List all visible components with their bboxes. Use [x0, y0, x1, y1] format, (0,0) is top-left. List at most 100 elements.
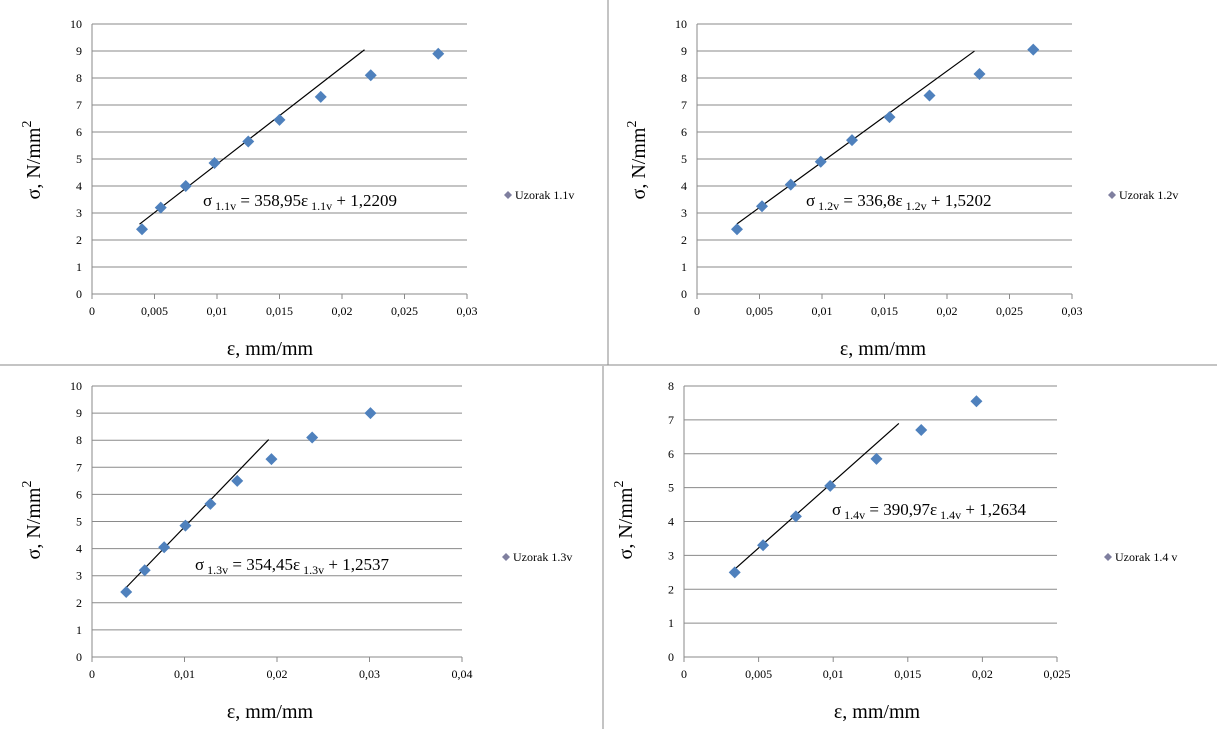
data-point — [1027, 43, 1040, 56]
y-tick-label: 0 — [681, 287, 687, 301]
x-tick-label: 0,005 — [141, 304, 168, 318]
data-point — [179, 519, 192, 532]
data-point — [208, 157, 221, 170]
data-point — [973, 67, 986, 80]
x-tick-label: 0,01 — [823, 667, 844, 681]
x-tick-label: 0,01 — [812, 304, 833, 318]
data-point — [242, 135, 255, 148]
y-tick-label: 4 — [668, 515, 674, 529]
y-tick-label: 6 — [76, 125, 82, 139]
data-point — [204, 497, 217, 510]
x-tick-label: 0,015 — [894, 667, 921, 681]
chart-panel-4: 0 1 2 3 4 5 6 7 8 0 0,005 0,01 0,015 0,02 0,025 σ 1.4v … — [612, 379, 1177, 723]
y-tick-label: 3 — [681, 206, 687, 220]
x-tick-label: 0 — [681, 667, 687, 681]
y-tick-label: 7 — [681, 98, 687, 112]
y-tick-label: 8 — [681, 71, 687, 85]
y-tick-label: 2 — [76, 233, 82, 247]
y-tick-label: 8 — [668, 379, 674, 393]
data-point — [306, 431, 319, 444]
trendline-equation: σ 1.2v = 336,8ε 1.2v + 1,5202 — [806, 191, 992, 213]
y-tick-label: 9 — [681, 44, 687, 58]
y-axis-title: σ, N/mm2 — [625, 121, 650, 200]
y-tick-label: 6 — [681, 125, 687, 139]
y-tick-label: 0 — [76, 287, 82, 301]
x-axis-title: ε, mm/mm — [227, 701, 314, 723]
y-tick-label: 3 — [668, 548, 674, 562]
x-tick-label: 0,01 — [207, 304, 228, 318]
data-point — [923, 89, 936, 102]
x-tick-label: 0,03 — [359, 667, 380, 681]
x-tick-label: 0 — [89, 304, 95, 318]
x-tick-label: 0 — [89, 667, 95, 681]
legend-label: Uzorak 1.2v — [1119, 188, 1178, 202]
trendline — [123, 439, 270, 590]
trendline-equation: σ 1.4v = 390,97ε 1.4v + 1,2634 — [832, 500, 1026, 522]
y-tick-label: 0 — [668, 650, 674, 664]
data-point — [364, 407, 377, 420]
data-point — [120, 585, 133, 598]
trendline-equation: σ 1.3v = 354,45ε 1.3v + 1,2537 — [195, 555, 389, 577]
data-point — [231, 474, 244, 487]
data-point — [824, 479, 837, 492]
data-point — [870, 452, 883, 465]
legend-marker — [502, 553, 510, 561]
y-tick-label: 5 — [76, 152, 82, 166]
x-tick-label: 0,04 — [452, 667, 473, 681]
y-tick-label: 9 — [76, 44, 82, 58]
legend-marker — [1104, 553, 1112, 561]
legend: Uzorak 1.2v — [1108, 188, 1178, 202]
data-point — [179, 180, 192, 192]
data-point — [784, 178, 797, 191]
y-tick-label: 2 — [681, 233, 687, 247]
y-tick-label: 1 — [76, 623, 82, 637]
y-tick-label: 8 — [76, 71, 82, 85]
trendline — [139, 49, 365, 225]
data-point — [314, 90, 327, 103]
x-tick-label: 0,03 — [1062, 304, 1083, 318]
legend: Uzorak 1.1v — [504, 188, 574, 202]
data-point — [158, 541, 171, 554]
y-tick-label: 4 — [76, 179, 82, 193]
data-point — [432, 47, 445, 60]
y-tick-label: 5 — [681, 152, 687, 166]
y-tick-label: 7 — [668, 413, 674, 427]
data-point — [883, 111, 896, 124]
x-tick-label: 0,02 — [972, 667, 993, 681]
y-tick-label: 5 — [76, 515, 82, 529]
x-tick-label: 0,015 — [266, 304, 293, 318]
x-tick-label: 0,005 — [746, 304, 773, 318]
y-tick-label: 7 — [76, 460, 82, 474]
data-point — [970, 395, 983, 408]
y-axis-title: σ, N/mm2 — [20, 121, 45, 200]
y-tick-label: 1 — [668, 616, 674, 630]
chart-panel-2: 0 1 2 3 4 5 6 7 8 9 10 0 0,005 0,01 0,015 0,02 0,025 0,03… — [625, 17, 1178, 360]
data-point — [364, 69, 377, 82]
x-tick-label: 0,02 — [937, 304, 958, 318]
x-tick-label: 0,01 — [174, 667, 195, 681]
data-point — [915, 424, 928, 437]
x-tick-label: 0 — [694, 304, 700, 318]
data-point — [814, 155, 827, 168]
y-tick-label: 4 — [76, 542, 82, 556]
y-tick-label: 3 — [76, 569, 82, 583]
y-tick-label: 1 — [681, 260, 687, 274]
y-tick-label: 7 — [76, 98, 82, 112]
x-tick-label: 0,02 — [267, 667, 288, 681]
data-point — [756, 200, 768, 213]
trendline-equation: σ 1.1v = 358,95ε 1.1v + 1,2209 — [203, 191, 397, 213]
y-tick-label: 2 — [76, 596, 82, 610]
y-tick-label: 8 — [76, 433, 82, 447]
x-tick-label: 0,03 — [457, 304, 478, 318]
trendline — [736, 50, 975, 225]
legend-marker — [1108, 191, 1116, 199]
data-point — [273, 113, 286, 126]
data-point — [731, 223, 743, 236]
legend: Uzorak 1.4 v — [1104, 550, 1177, 564]
y-tick-label: 3 — [76, 206, 82, 220]
x-tick-label: 0,025 — [996, 304, 1023, 318]
y-tick-label: 10 — [70, 379, 82, 393]
data-point — [728, 566, 741, 579]
y-tick-label: 6 — [76, 487, 82, 501]
